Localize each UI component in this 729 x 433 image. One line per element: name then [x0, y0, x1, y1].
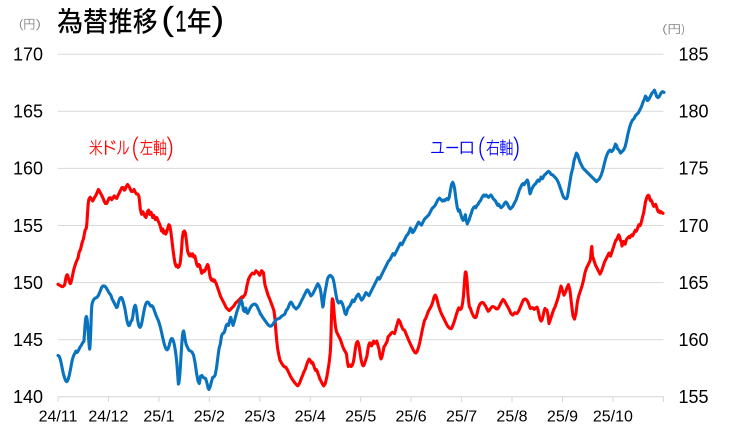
- svg-text:25/5: 25/5: [345, 408, 376, 425]
- svg-text:155: 155: [679, 387, 709, 407]
- svg-text:165: 165: [679, 273, 709, 293]
- svg-text:170: 170: [13, 45, 43, 65]
- svg-text:160: 160: [679, 330, 709, 350]
- svg-text:140: 140: [13, 387, 43, 407]
- svg-text:145: 145: [13, 330, 43, 350]
- svg-text:24/11: 24/11: [39, 408, 78, 425]
- svg-text:25/9: 25/9: [547, 408, 578, 425]
- svg-text:25/8: 25/8: [496, 408, 527, 425]
- svg-text:25/10: 25/10: [593, 408, 633, 425]
- svg-text:25/1: 25/1: [143, 408, 174, 425]
- svg-text:25/6: 25/6: [396, 408, 427, 425]
- svg-text:185: 185: [679, 45, 709, 65]
- svg-text:155: 155: [13, 216, 43, 236]
- svg-text:165: 165: [13, 102, 43, 122]
- svg-text:160: 160: [13, 159, 43, 179]
- svg-text:25/4: 25/4: [295, 408, 326, 425]
- svg-text:175: 175: [679, 159, 709, 179]
- svg-text:150: 150: [13, 273, 43, 293]
- svg-text:170: 170: [679, 216, 709, 236]
- svg-text:25/7: 25/7: [446, 408, 477, 425]
- svg-text:24/12: 24/12: [88, 408, 128, 425]
- svg-text:180: 180: [679, 102, 709, 122]
- svg-text:25/3: 25/3: [244, 408, 275, 425]
- svg-text:25/2: 25/2: [194, 408, 225, 425]
